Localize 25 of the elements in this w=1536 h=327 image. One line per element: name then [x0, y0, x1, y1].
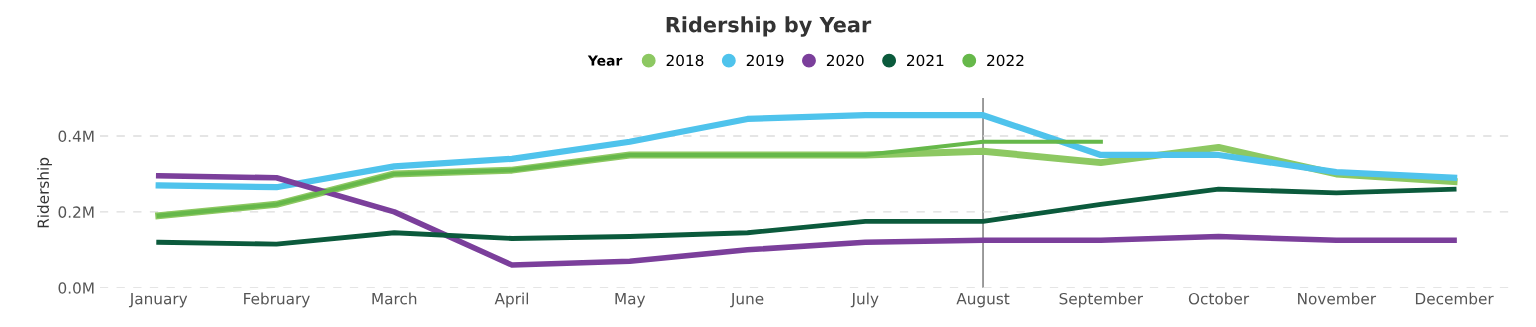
y-tick-label: 0.2M [58, 206, 94, 218]
y-axis-title: Ridership [37, 157, 52, 228]
x-tick-label: February [244, 292, 310, 308]
legend-label: 2022 [987, 54, 1024, 67]
x-tick-label: July [850, 292, 879, 308]
chart-title: Ridership by Year [666, 16, 872, 37]
x-tick-label: September [1059, 292, 1144, 308]
x-tick-label: December [1415, 292, 1494, 305]
legend-label: 2021 [907, 54, 944, 67]
legend-label: 2019 [746, 54, 784, 67]
y-tick-label: 0.0M [58, 282, 94, 294]
x-tick-label: June [730, 293, 764, 308]
x-tick-label: January [128, 293, 188, 308]
legend-label: 2018 [666, 54, 704, 67]
line-series [156, 186, 1457, 247]
line-series [156, 139, 1103, 218]
x-tick-label: May [615, 293, 646, 308]
legend-label: 2020 [826, 54, 864, 67]
x-tick-label: November [1298, 292, 1377, 305]
y-tick-label: 0.4M [58, 130, 94, 143]
x-tick-label: April [494, 292, 529, 308]
x-tick-label: August [956, 293, 1010, 308]
legend-title: Year [587, 55, 623, 66]
x-tick-label: October [1188, 292, 1250, 305]
x-tick-label: March [372, 292, 417, 305]
